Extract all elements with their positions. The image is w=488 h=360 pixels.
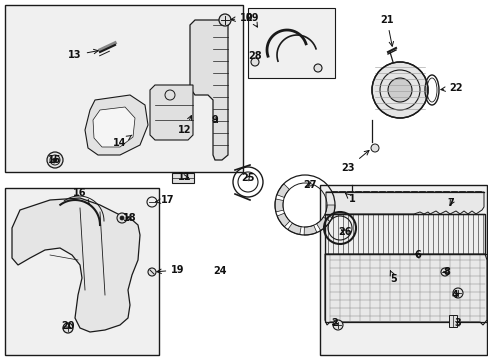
Bar [247, 8, 334, 78]
Circle shape [440, 268, 448, 276]
Polygon shape [324, 205, 334, 218]
Text: 22: 22 [440, 83, 462, 93]
Polygon shape [12, 198, 140, 332]
Circle shape [120, 216, 124, 220]
Polygon shape [277, 213, 289, 227]
Bar [172, 173, 194, 183]
Polygon shape [287, 223, 301, 235]
Bar [5, 188, 159, 355]
Polygon shape [325, 254, 486, 325]
Circle shape [53, 158, 57, 162]
Bar [325, 214, 484, 254]
Text: 3: 3 [454, 318, 461, 328]
Text: 27: 27 [303, 180, 316, 190]
Text: 6: 6 [414, 250, 421, 260]
Bar [325, 254, 486, 322]
Circle shape [250, 58, 259, 66]
Polygon shape [93, 107, 135, 147]
Text: 14: 14 [113, 135, 132, 148]
Text: 16: 16 [73, 188, 89, 204]
Bar [448, 315, 456, 327]
Text: 8: 8 [443, 267, 449, 277]
Bar [325, 214, 484, 254]
Text: 23: 23 [341, 150, 368, 173]
Text: 4: 4 [451, 290, 458, 300]
Circle shape [452, 288, 462, 298]
Text: 9: 9 [211, 115, 218, 125]
Text: 12: 12 [178, 116, 191, 135]
Text: 28: 28 [248, 51, 261, 61]
Circle shape [219, 14, 230, 26]
Text: 25: 25 [241, 173, 254, 183]
Circle shape [63, 323, 73, 333]
Text: 2: 2 [331, 318, 338, 328]
Text: 17: 17 [155, 195, 174, 205]
Polygon shape [190, 20, 227, 160]
Circle shape [332, 320, 342, 330]
Polygon shape [274, 199, 283, 212]
Bar [319, 185, 486, 355]
Text: 5: 5 [389, 271, 397, 284]
Polygon shape [325, 192, 483, 214]
Circle shape [117, 213, 127, 223]
Polygon shape [276, 184, 289, 198]
Text: 7: 7 [447, 198, 453, 208]
Text: 20: 20 [61, 321, 75, 331]
Circle shape [313, 64, 321, 72]
Circle shape [370, 144, 378, 152]
Text: 18: 18 [123, 213, 137, 223]
Circle shape [148, 268, 156, 276]
Circle shape [47, 152, 63, 168]
Text: 21: 21 [380, 15, 393, 46]
Polygon shape [304, 225, 316, 235]
Circle shape [371, 62, 427, 118]
Text: 26: 26 [338, 227, 351, 237]
Polygon shape [316, 217, 329, 230]
Text: 15: 15 [48, 155, 61, 165]
Text: 24: 24 [213, 266, 226, 276]
Text: 19: 19 [157, 265, 184, 275]
Text: 13: 13 [68, 49, 98, 60]
Bar [5, 5, 243, 172]
Circle shape [387, 78, 411, 102]
Polygon shape [150, 85, 193, 140]
Text: 10: 10 [230, 13, 253, 23]
Text: 29: 29 [245, 13, 258, 27]
Text: 11: 11 [178, 172, 191, 182]
Text: 1: 1 [345, 194, 355, 204]
Polygon shape [85, 95, 148, 155]
